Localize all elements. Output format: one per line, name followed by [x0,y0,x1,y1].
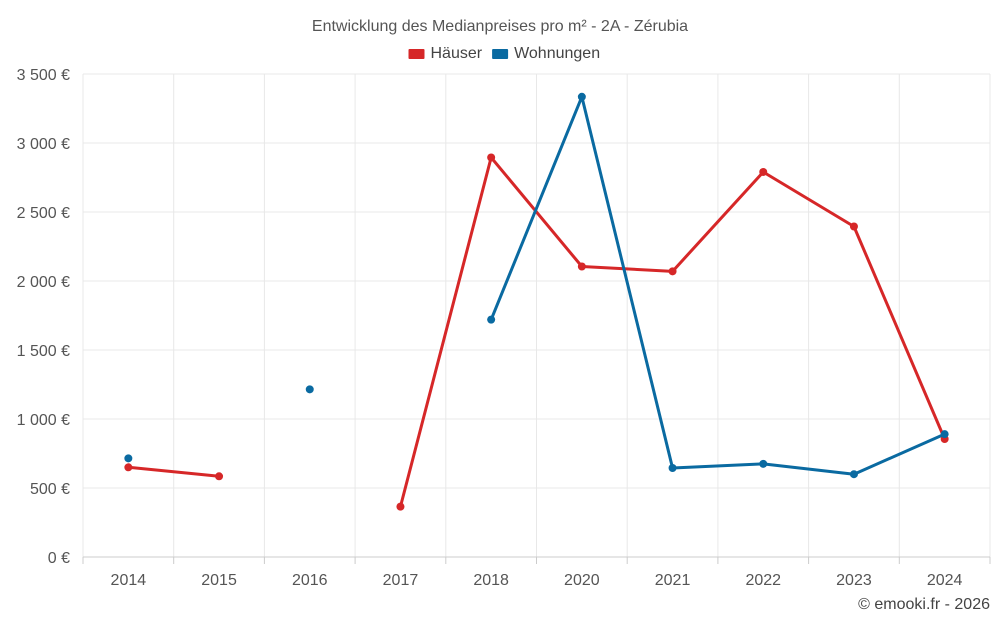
x-tick-label: 2023 [836,572,872,589]
y-tick-label: 3 500 € [17,67,70,84]
legend-item-wohnungen: Wohnungen [492,45,600,62]
x-tick-label: 2020 [564,572,600,589]
series-line [398,155,947,509]
data-point [759,167,768,176]
y-tick-label: 0 € [48,550,70,567]
data-point [668,463,677,472]
data-point [305,385,314,394]
data-point [668,267,677,276]
x-tick-label: 2014 [111,572,147,589]
x-tick-label: 2017 [383,572,419,589]
legend-swatch [492,49,509,59]
legend-label: Häuser [431,45,483,62]
legend-label: Wohnungen [514,45,600,62]
copyright-credit: © emooki.fr - 2026 [858,596,990,613]
data-point [396,502,405,511]
legend-swatch [408,49,425,59]
data-point [849,222,858,231]
x-tick-label: 2021 [655,572,691,589]
chart-title: Entwicklung des Medianpreises pro m² - 2… [312,18,688,35]
y-tick-label: 1 000 € [17,412,70,429]
data-point [215,472,224,481]
axes: 0 € 500 € 1 000 € 1 500 € 2 000 € 2 500 € 3 00… [17,67,991,589]
data-point [849,470,858,479]
data-point [577,262,586,271]
series-haeuser [124,153,949,511]
grid [82,73,991,557]
y-tick-label: 2 000 € [17,274,70,291]
data-point [577,92,586,101]
data-point [487,153,496,162]
data-point [940,430,949,439]
legend: Häuser Wohnungen [408,45,600,62]
y-tick-label: 500 € [30,481,70,498]
data-point [759,459,768,468]
x-tick-label: 2022 [745,572,781,589]
data-point [487,315,496,324]
data-point [124,454,133,463]
series-layer [124,92,949,511]
series-line [126,465,221,478]
series-wohnungen [124,92,949,479]
y-tick-label: 3 000 € [17,136,70,153]
x-tick-label: 2016 [292,572,328,589]
y-tick-label: 1 500 € [17,343,70,360]
series-line [489,95,947,476]
x-tick-label: 2018 [473,572,509,589]
y-tick-label: 2 500 € [17,205,70,222]
x-tick-label: 2024 [927,572,963,589]
x-tick-label: 2015 [201,572,237,589]
legend-item-haeuser: Häuser [408,45,483,62]
data-point [124,463,133,472]
